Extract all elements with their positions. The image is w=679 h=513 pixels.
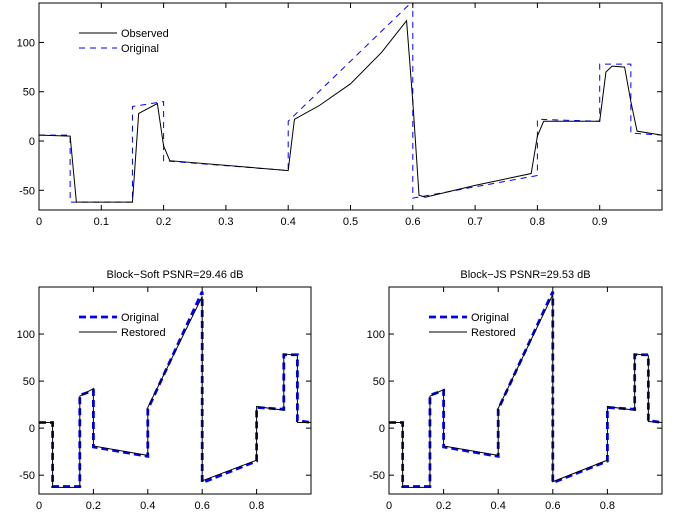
legend-label-original: Original xyxy=(121,43,159,55)
series-line-original xyxy=(39,291,311,488)
x-tick-label: 0.1 xyxy=(94,216,109,228)
y-tick-label: -50 xyxy=(19,185,35,197)
chart-top: 0 0.1 0.2 0.3 0.4 0.5 0.6 0.7 0.8 0.9 -50 0 50 100 Obs… xyxy=(17,2,663,228)
x-tick-label: 0.4 xyxy=(491,500,506,512)
chart-bottom-left: 0 0.2 0.4 0.6 0.8 -50 0 50 100 Block−Soft PSNR=29… xyxy=(17,269,312,512)
legend: Observed Original xyxy=(79,28,169,55)
legend-label-original: Original xyxy=(121,312,159,324)
x-tick-label: 0 xyxy=(36,500,42,512)
chart-title: Block−JS PSNR=29.53 dB xyxy=(460,269,590,281)
plot-frame xyxy=(388,286,663,495)
x-tick-label: 0.8 xyxy=(600,500,615,512)
x-tick-label: 0.6 xyxy=(545,500,560,512)
series-line-restored xyxy=(39,296,311,488)
chart-title: Block−Soft PSNR=29.46 dB xyxy=(107,269,244,281)
legend-label-restored: Restored xyxy=(121,327,166,339)
x-tick-label: 0 xyxy=(386,500,392,512)
y-tick-label: -50 xyxy=(19,470,35,482)
plot-area xyxy=(39,3,662,210)
x-tick-label: 0.4 xyxy=(281,216,296,228)
x-tick-label: 0.5 xyxy=(343,216,358,228)
plot-area xyxy=(39,287,311,494)
x-tick-label: 0.2 xyxy=(86,500,101,512)
series-line-restored xyxy=(389,294,662,488)
y-tick-label: 50 xyxy=(23,376,35,388)
series-line-original xyxy=(39,3,662,203)
y-tick-label: 100 xyxy=(17,37,35,49)
y-tick-label: 0 xyxy=(29,423,35,435)
x-tick-label: 0.2 xyxy=(156,216,171,228)
y-tick-label: 100 xyxy=(367,329,385,341)
x-tick-label: 0.6 xyxy=(405,216,420,228)
legend-label-original: Original xyxy=(471,312,509,324)
legend-label-restored: Restored xyxy=(471,327,516,339)
plot-area xyxy=(389,287,662,494)
chart-bottom-right: 0 0.2 0.4 0.6 0.8 -50 0 50 100 Block−JS PSNR=29.5… xyxy=(367,269,663,512)
x-tick-label: 0.4 xyxy=(140,500,155,512)
x-tick-label: 0.8 xyxy=(249,500,264,512)
y-tick-label: 50 xyxy=(373,376,385,388)
legend-label-observed: Observed xyxy=(121,28,169,40)
x-tick-label: 0 xyxy=(36,216,42,228)
y-tick-label: 0 xyxy=(379,423,385,435)
x-tick-label: 0.9 xyxy=(592,216,607,228)
y-tick-label: 50 xyxy=(23,87,35,99)
legend: Original Restored xyxy=(429,312,516,339)
x-tick-label: 0.6 xyxy=(195,500,210,512)
x-tick-label: 0.7 xyxy=(467,216,482,228)
x-tick-label: 0.3 xyxy=(218,216,233,228)
plot-frame xyxy=(38,286,312,495)
y-tick-label: 100 xyxy=(17,329,35,341)
series-line-observed xyxy=(39,19,662,203)
legend: Original Restored xyxy=(79,312,166,339)
y-tick-label: -50 xyxy=(369,470,385,482)
y-tick-label: 0 xyxy=(29,136,35,148)
x-tick-label: 0.8 xyxy=(530,216,545,228)
x-tick-label: 0.2 xyxy=(436,500,451,512)
